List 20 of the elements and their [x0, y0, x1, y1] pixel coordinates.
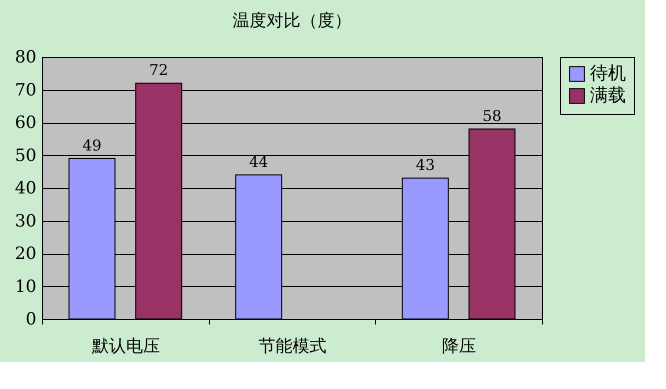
y-tick-label: 50 [14, 146, 36, 166]
y-tick-label: 20 [14, 244, 36, 264]
legend-label: 待机 [590, 63, 626, 84]
y-tick-label: 0 [26, 310, 36, 330]
legend-label: 满载 [590, 85, 626, 106]
y-tick-label: 40 [14, 178, 36, 198]
data-label: 44 [249, 152, 268, 171]
x-tick-label: 默认电压 [90, 336, 160, 356]
data-label: 43 [416, 156, 435, 174]
y-tick-label: 60 [14, 113, 36, 133]
y-tick-label: 80 [14, 48, 36, 68]
y-tick-label: 30 [14, 211, 36, 232]
x-tick-label: 降压 [442, 336, 476, 356]
data-label: 58 [482, 107, 502, 126]
data-label: 49 [82, 136, 102, 155]
data-label: 72 [149, 61, 168, 80]
chart-title: 温度对比（度） [232, 11, 352, 31]
y-tick-label: 70 [14, 80, 36, 100]
x-tick-label: 节能模式 [258, 336, 326, 356]
y-tick-label: 10 [14, 276, 36, 297]
